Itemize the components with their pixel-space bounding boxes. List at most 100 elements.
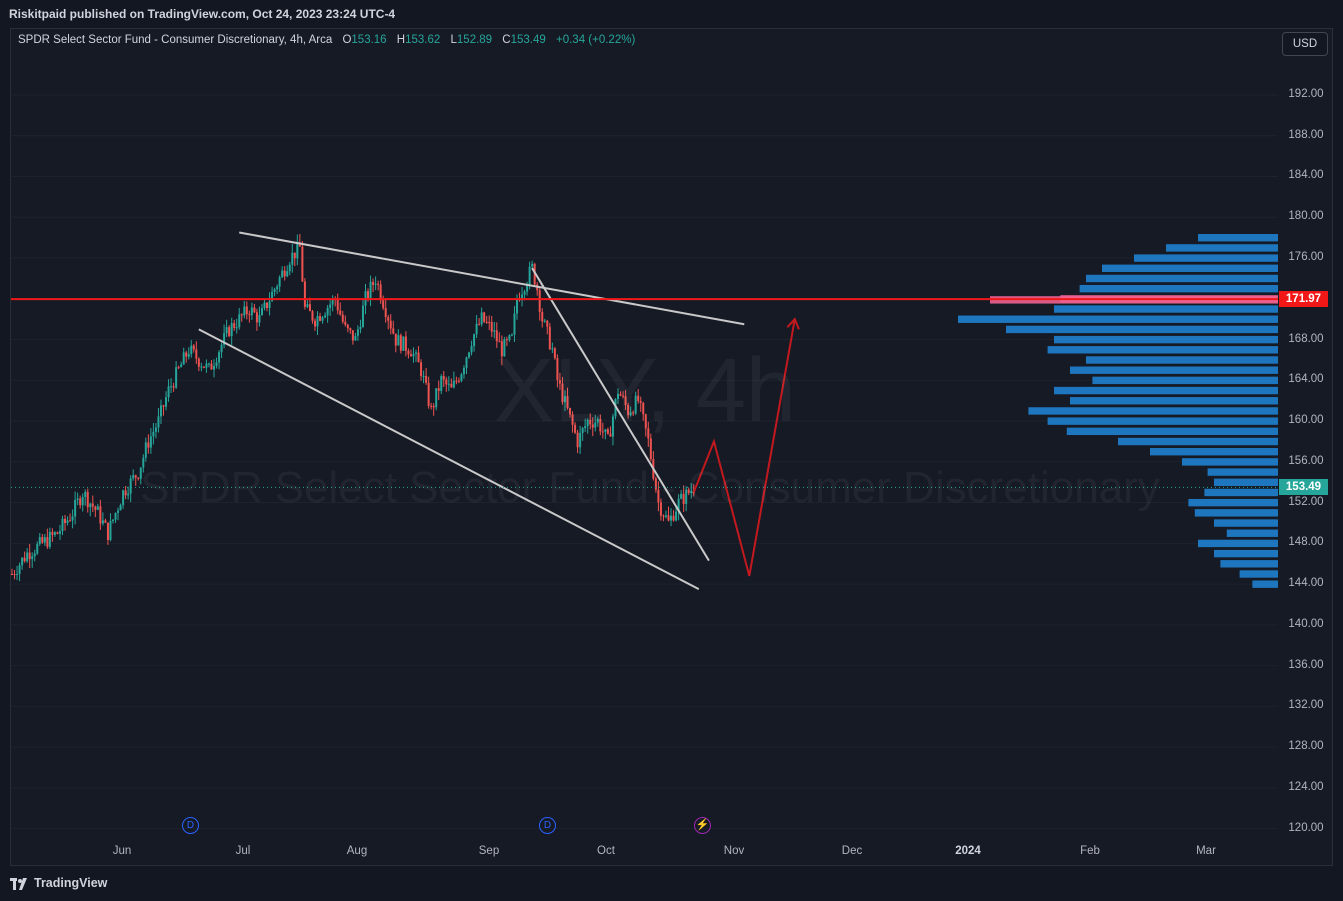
candle-body: [460, 374, 463, 381]
candle-body: [106, 522, 109, 540]
trendline-lower-channel: [198, 328, 700, 591]
candle-body: [223, 333, 226, 345]
candle-body: [415, 352, 417, 354]
candle-body: [468, 352, 471, 358]
volume-profile-bar: [1066, 427, 1278, 436]
candle-body: [129, 478, 132, 494]
candle-body: [609, 433, 612, 437]
candle-body: [505, 339, 508, 341]
candle-body: [344, 321, 347, 325]
candle-body: [260, 308, 263, 316]
symbol-title[interactable]: SPDR Select Sector Fund - Consumer Discr…: [18, 34, 333, 46]
candle-body: [425, 376, 428, 383]
candle-body: [649, 438, 652, 460]
dividend-event-icon[interactable]: D: [539, 817, 556, 834]
candle-body: [253, 307, 256, 313]
candle-body: [91, 503, 94, 507]
candle-body: [245, 306, 248, 315]
candle-body: [89, 503, 92, 508]
candle-body: [142, 457, 145, 468]
candle-body: [71, 516, 74, 521]
candle-body: [627, 405, 630, 416]
candle-body: [326, 307, 329, 316]
candle-body: [498, 341, 501, 343]
candle-body: [432, 406, 435, 408]
candle-body: [94, 506, 97, 510]
candle-body: [225, 327, 228, 334]
level-price-tag: 171.97: [1279, 291, 1328, 308]
candle-body: [596, 419, 599, 423]
candle-body: [377, 283, 380, 285]
dividend-event-icon[interactable]: D: [182, 817, 199, 834]
time-axis[interactable]: Jun Jul Aug Sep Oct Nov Dec 2024 Feb Mar: [11, 840, 1277, 864]
footer-brand[interactable]: TradingView: [10, 876, 107, 890]
candle-body: [273, 289, 276, 292]
candle-body: [412, 353, 415, 357]
time-tick-label: Nov: [723, 845, 745, 857]
chart-pane[interactable]: [10, 28, 1333, 866]
candle-body: [144, 442, 147, 458]
candle-body: [215, 362, 218, 366]
candle-body: [182, 352, 185, 365]
description-watermark: SPDR Select Sector Fund - Consumer Discr…: [140, 463, 1160, 512]
candle-body: [109, 520, 112, 540]
volume-profile-bar: [1028, 407, 1278, 415]
candle-body: [556, 358, 559, 381]
candle-body: [435, 388, 438, 408]
candle-body: [240, 314, 243, 316]
volume-profile-bar: [1198, 539, 1278, 548]
candle-body: [31, 556, 34, 560]
candle-body: [546, 320, 549, 327]
candle-body: [48, 531, 51, 547]
candle-body: [296, 242, 299, 259]
projection-arrowhead: [786, 317, 800, 330]
candle-body: [308, 304, 311, 312]
last-price-tag: 153.49: [1279, 479, 1328, 496]
tradingview-logo-icon: [10, 877, 27, 890]
candle-body: [248, 314, 251, 316]
candle-body: [258, 315, 261, 323]
candle-body: [124, 490, 127, 496]
volume-profile-bar: [1204, 488, 1278, 497]
candle-body: [101, 520, 104, 524]
candle-body: [117, 510, 120, 513]
candle-body: [268, 301, 271, 309]
candle-body: [427, 382, 430, 406]
currency-button[interactable]: USD: [1282, 32, 1328, 56]
candle-body: [531, 263, 534, 267]
earnings-event-icon[interactable]: ⚡: [694, 817, 711, 834]
candle-body: [685, 489, 688, 504]
candle-body: [457, 380, 460, 382]
candle-body: [56, 532, 59, 534]
candle-body: [430, 405, 433, 407]
symbol-legend[interactable]: SPDR Select Sector Fund - Consumer Discr…: [18, 34, 635, 46]
candle-body: [541, 311, 544, 322]
publish-text: Riskitpaid published on TradingView.com,…: [9, 7, 396, 21]
candle-body: [336, 299, 339, 311]
volume-profile-bar: [1214, 549, 1278, 558]
volume-profile-bar: [1047, 346, 1278, 354]
candle-body: [387, 317, 390, 321]
candle-body: [36, 543, 39, 554]
candle-body: [339, 310, 342, 315]
time-tick-label: Oct: [597, 845, 615, 857]
price-tick-label: 176.00: [1288, 251, 1324, 263]
candle-body: [51, 531, 54, 535]
candle-body: [175, 367, 178, 388]
symbol-watermark: XLY, 4h: [494, 341, 796, 441]
candle-body: [402, 336, 405, 351]
candle-body: [622, 395, 625, 397]
candle-body: [28, 552, 31, 560]
candle-body: [462, 367, 465, 375]
candle-body: [220, 344, 223, 353]
candle-body: [134, 475, 137, 478]
price-axis[interactable]: 192.00188.00184.00180.00176.00172.00168.…: [1279, 60, 1333, 840]
candle-body: [639, 401, 642, 403]
candle-body: [33, 553, 36, 557]
price-tick-label: 180.00: [1288, 210, 1324, 223]
footer-brand-text: TradingView: [34, 876, 108, 890]
candle-body: [528, 266, 531, 285]
candle-body: [558, 380, 561, 384]
volume-profile-bar: [1207, 468, 1278, 476]
